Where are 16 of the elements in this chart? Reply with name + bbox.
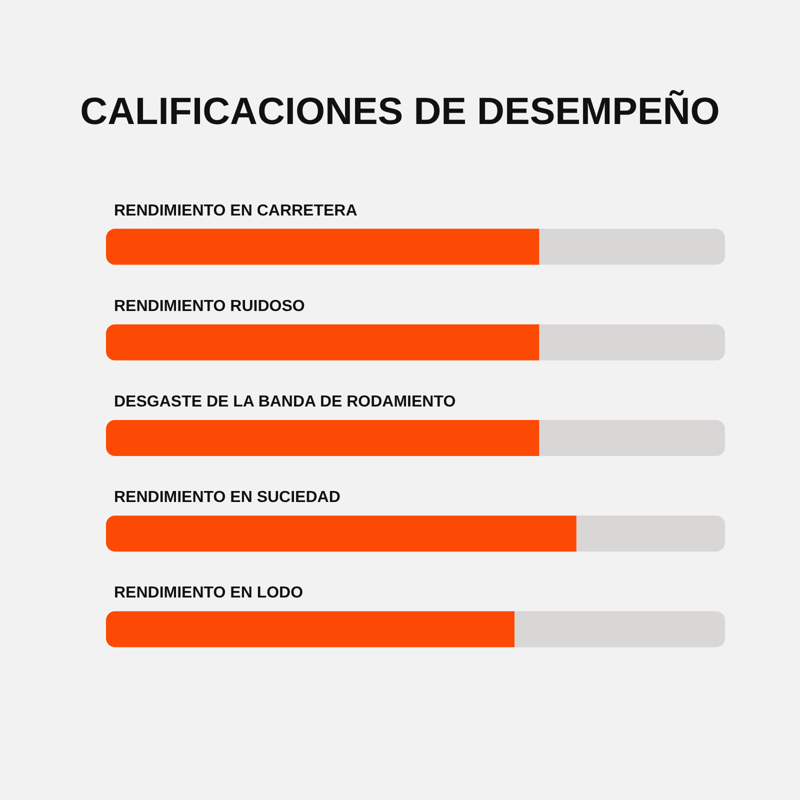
bar <box>539 420 725 456</box>
bar <box>514 611 725 648</box>
y-tick-label: RENDIMIENTO EN LODO <box>114 584 304 602</box>
bar <box>106 228 540 265</box>
bar <box>539 324 725 360</box>
chart-title: CALIFICACIONES DE DESEMPEÑO <box>80 90 720 133</box>
bar <box>106 324 540 360</box>
bar <box>576 516 725 552</box>
bar <box>106 611 515 648</box>
y-tick-label: RENDIMIENTO EN CARRETERA <box>114 202 358 220</box>
y-tick-label: RENDIMIENTO EN SUCIEDAD <box>114 489 340 506</box>
bar <box>539 228 725 265</box>
bar <box>106 420 540 456</box>
bar <box>106 516 576 552</box>
y-tick-label: RENDIMIENTO RUIDOSO <box>114 298 305 315</box>
y-tick-label: DESGASTE DE LA BANDA DE RODAMIENTO <box>114 394 456 410</box>
